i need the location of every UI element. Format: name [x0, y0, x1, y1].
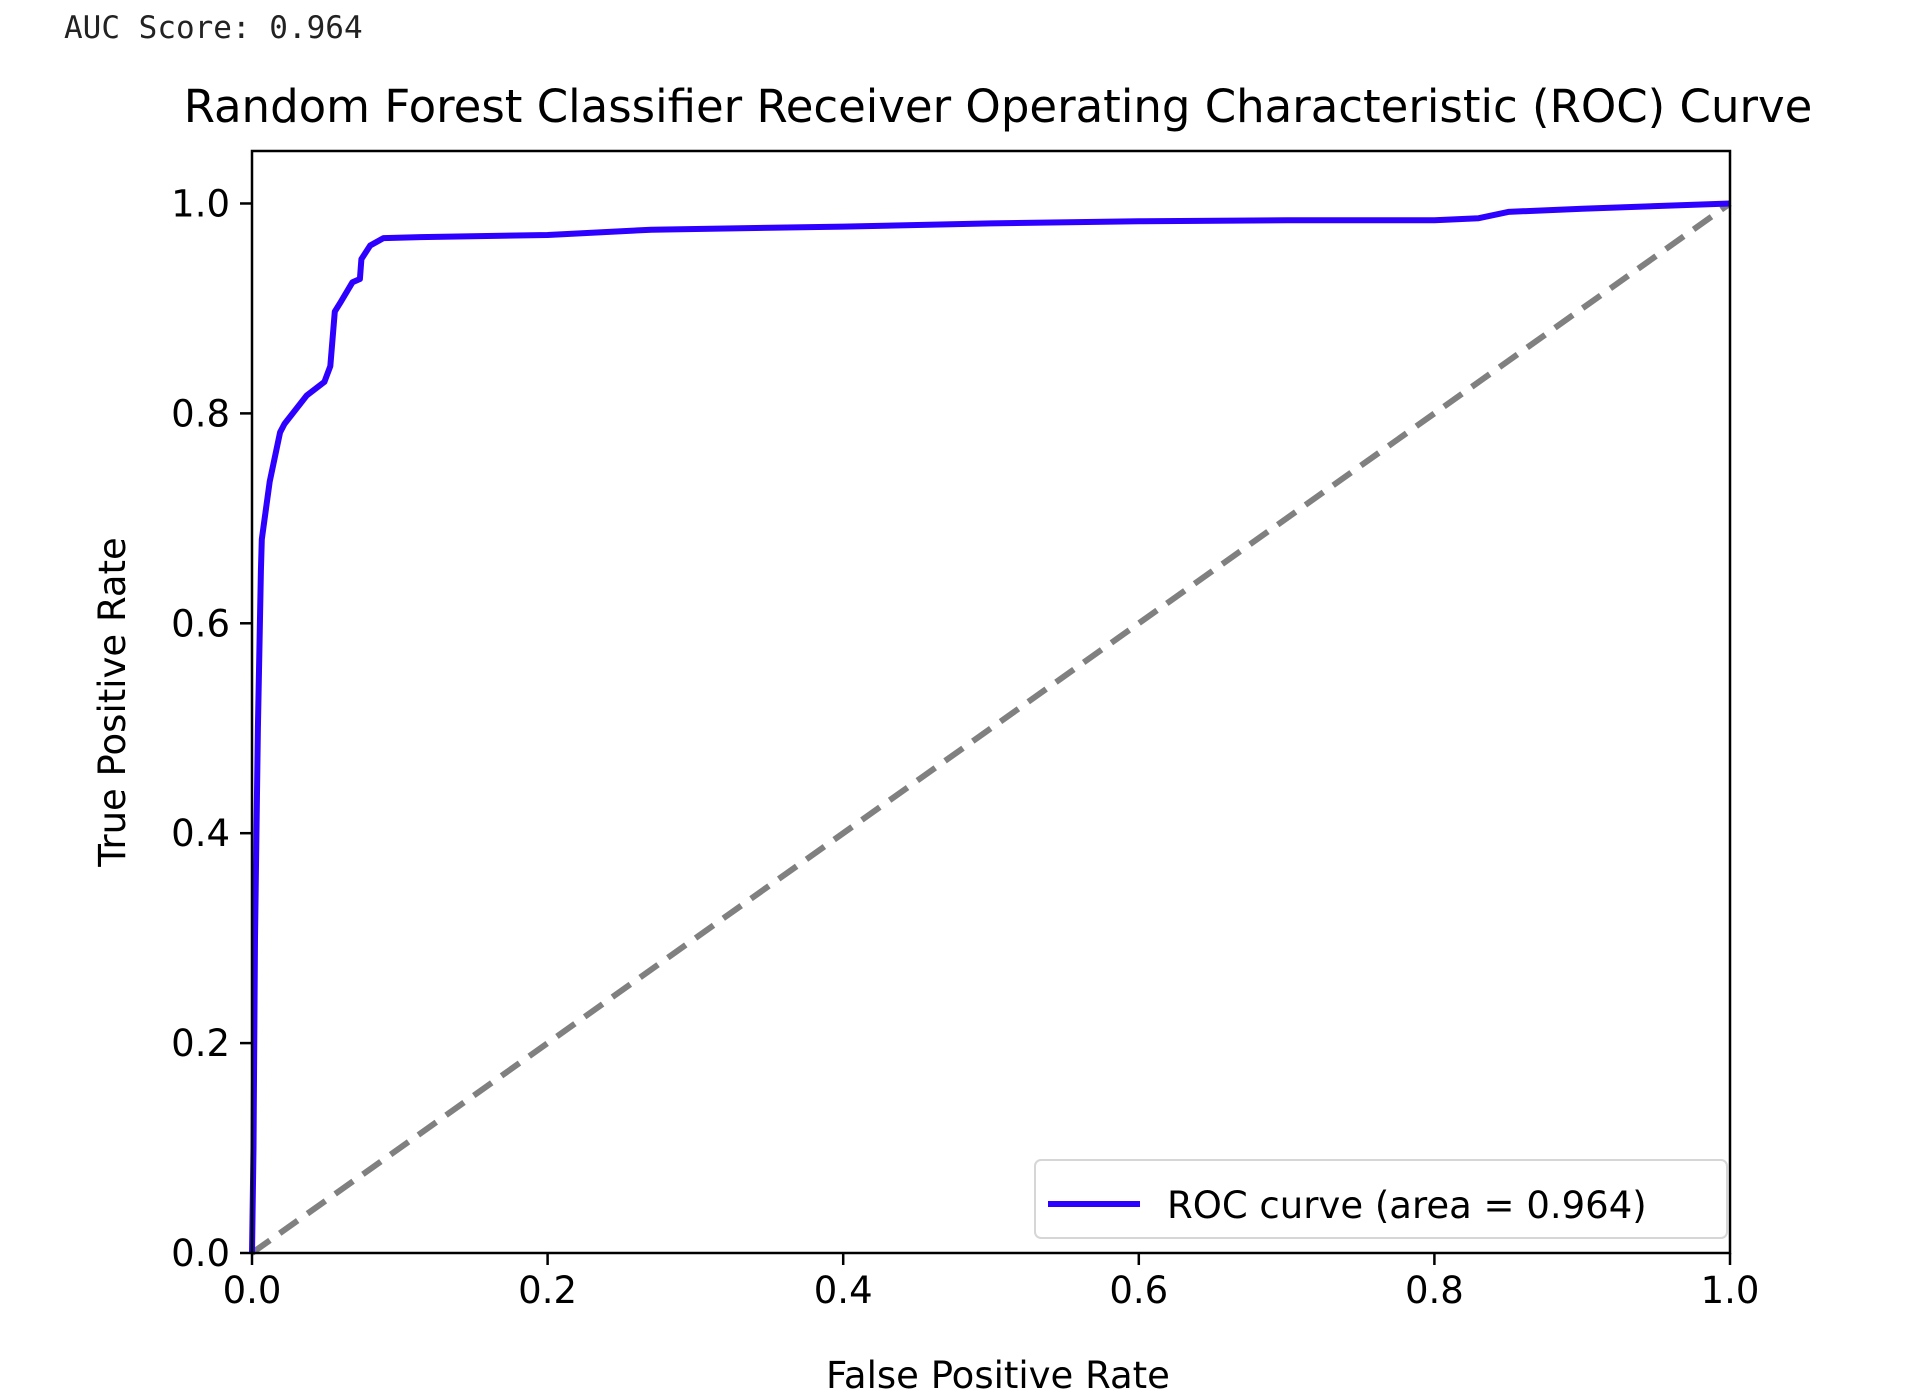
x-tick-label: 0.4 — [814, 1269, 873, 1312]
chart-title: Random Forest Classifier Receiver Operat… — [184, 80, 1813, 133]
axis-ticks: 0.0 0.2 0.4 0.6 0.8 1.0 0.0 0.2 0.4 0.6 0.8 1.0 — [171, 182, 1759, 1312]
plot-frame — [250, 149, 1732, 1255]
legend-label-roc: ROC curve (area = 0.964) — [1167, 1184, 1647, 1227]
legend-frame — [1034, 1159, 1728, 1239]
y-tick-label: 0.2 — [171, 1022, 230, 1065]
y-tick-label: 0.8 — [171, 392, 230, 435]
y-tick-label: 0.4 — [171, 812, 230, 855]
legend: ROC curve (area = 0.964) — [1034, 1159, 1728, 1239]
y-tick-label: 0.6 — [171, 602, 230, 645]
x-tick-label: 0.2 — [518, 1269, 577, 1312]
roc-curve-line — [249, 200, 1731, 1254]
x-tick-label: 0.0 — [223, 1269, 282, 1312]
auc-score-output: AUC Score: 0.964 — [64, 10, 363, 46]
x-tick-label: 0.8 — [1405, 1269, 1464, 1312]
x-axis-label: False Positive Rate — [826, 1354, 1170, 1393]
diagonal-reference-line — [250, 201, 1732, 1256]
y-tick-label: 1.0 — [171, 182, 230, 225]
y-axis-label: True Positive Rate — [91, 537, 134, 868]
x-tick-label: 0.6 — [1109, 1269, 1168, 1312]
y-tick-label: 0.0 — [171, 1232, 230, 1275]
x-tick-label: 1.0 — [1701, 1269, 1760, 1312]
plot-area — [249, 149, 1732, 1256]
